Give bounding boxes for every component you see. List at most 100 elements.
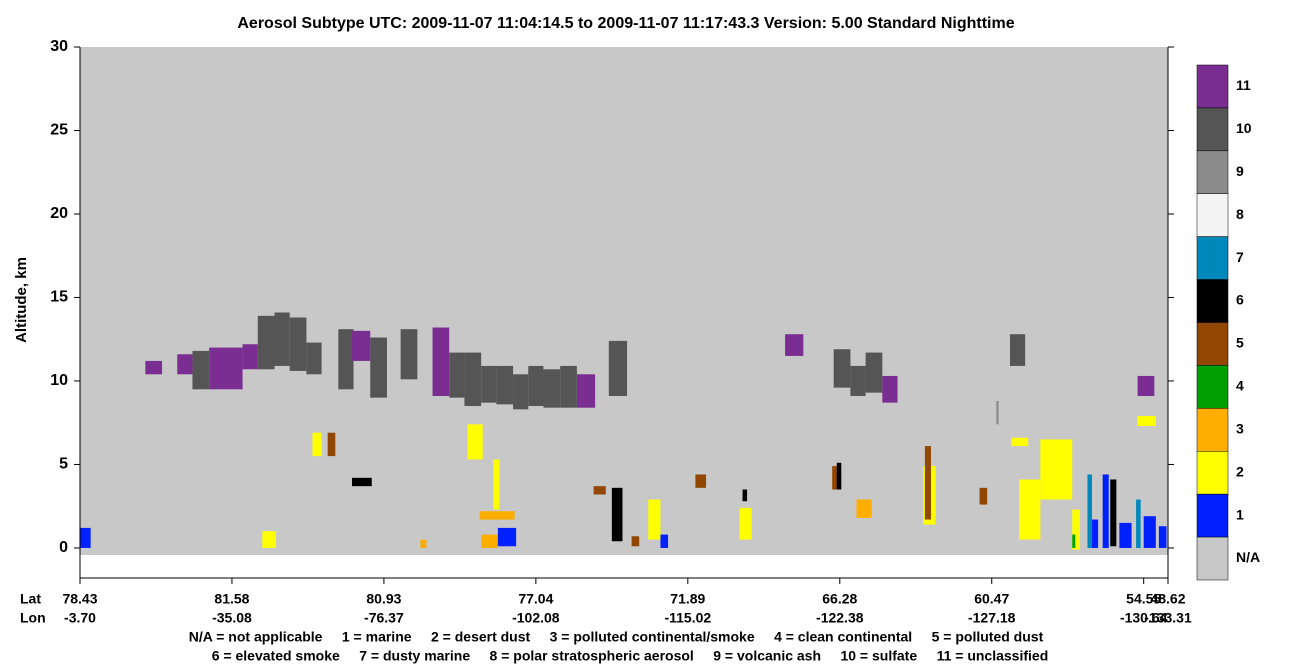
colorbar-label: 6: [1236, 292, 1244, 308]
aerosol-cell: [242, 344, 258, 370]
y-tick-label: 25: [50, 122, 68, 139]
colorbar-label: 2: [1236, 463, 1244, 479]
x-tick-lat: 54.55: [1126, 591, 1161, 607]
aerosol-cell: [1158, 526, 1167, 548]
colorbar-label: 11: [1236, 77, 1251, 93]
aerosol-cell: [996, 401, 999, 425]
colorbar-swatch: [1196, 150, 1229, 194]
aerosol-cell: [695, 474, 707, 488]
x-tick-lon: -115.02: [664, 610, 711, 626]
aerosol-cell: [1019, 479, 1041, 540]
aerosol-cell: [274, 312, 290, 366]
y-axis-label: Altitude, km: [13, 257, 30, 343]
aerosol-cell: [192, 350, 210, 390]
aerosol-cell: [1040, 439, 1073, 500]
aerosol-cell: [1110, 479, 1117, 547]
aerosol-cell: [882, 375, 898, 403]
lon-row-label: Lon: [20, 610, 46, 626]
aerosol-cell: [1088, 519, 1099, 548]
aerosol-cell: [576, 374, 596, 408]
aerosol-cell: [1137, 416, 1156, 427]
aerosol-cell: [467, 424, 483, 460]
colorbar-swatch: [1196, 236, 1229, 280]
aerosol-cell: [327, 432, 336, 457]
x-tick-lon: -130.64: [1120, 610, 1168, 626]
colorbar-label: 10: [1236, 120, 1252, 136]
x-tick-lon: -35.08: [212, 610, 252, 626]
x-tick-lon: -122.38: [816, 610, 864, 626]
x-tick-lon: -76.37: [364, 610, 404, 626]
aerosol-cell: [464, 352, 482, 407]
y-tick-label: 0: [59, 539, 68, 556]
aerosol-cell: [370, 337, 387, 398]
colorbar-label: 3: [1236, 420, 1244, 436]
x-tick-lat: 81.58: [214, 591, 249, 607]
aerosol-cell: [1072, 509, 1080, 550]
y-tick-label: 15: [50, 289, 68, 306]
x-tick-lat: 48.62: [1150, 591, 1185, 607]
y-tick-label: 5: [59, 456, 68, 473]
aerosol-cell: [209, 347, 243, 390]
colorbar-label: N/A: [1236, 549, 1260, 565]
aerosol-cell: [833, 349, 851, 388]
aerosol-cell: [289, 317, 307, 371]
aerosol-cell: [836, 462, 842, 490]
aerosol-cell: [1009, 334, 1026, 366]
colorbar-label: 5: [1236, 335, 1244, 351]
x-tick-lat: 66.28: [822, 591, 857, 607]
aerosol-cell: [1072, 534, 1076, 548]
aerosol-cell: [479, 511, 515, 520]
colorbar-swatch: [1196, 536, 1229, 581]
lat-row-label: Lat: [20, 591, 41, 607]
aerosol-cell: [497, 527, 517, 547]
aerosol-cell: [850, 365, 866, 396]
aerosol-cell: [306, 342, 322, 375]
aerosol-cell: [449, 352, 465, 398]
x-tick-lat: 80.93: [366, 591, 401, 607]
y-tick-label: 10: [50, 372, 68, 389]
aerosol-cell: [481, 365, 497, 403]
aerosol-cell: [420, 539, 427, 548]
aerosol-cell: [262, 531, 277, 548]
aerosol-cell: [513, 374, 529, 410]
aerosol-cell: [400, 329, 418, 380]
aerosol-cell: [1136, 499, 1141, 548]
colorbar-label: 7: [1236, 249, 1244, 265]
aerosol-cell: [1137, 375, 1155, 396]
colorbar-swatch: [1196, 493, 1229, 538]
aerosol-cell: [648, 499, 661, 540]
aerosol-cell: [865, 352, 883, 393]
colorbar-swatch: [1196, 279, 1229, 323]
colorbar-label: 4: [1236, 378, 1244, 394]
x-tick-lat: 78.43: [62, 591, 97, 607]
aerosol-cell: [924, 446, 931, 520]
colorbar-swatch: [1196, 408, 1229, 452]
colorbar-label: 1: [1236, 506, 1244, 522]
aerosol-cell: [560, 365, 577, 408]
aerosol-cell: [611, 487, 623, 542]
aerosol-cell: [338, 329, 354, 390]
aerosol-cell: [352, 477, 372, 487]
y-tick-label: 30: [50, 38, 68, 55]
x-tick-lat: 60.47: [974, 591, 1009, 607]
aerosol-cell: [145, 360, 163, 375]
chart-title: Aerosol Subtype UTC: 2009-11-07 11:04:14…: [237, 15, 1014, 32]
colorbar-swatch: [1196, 107, 1229, 152]
aerosol-cell: [785, 334, 804, 356]
x-tick-lat: 77.04: [518, 591, 553, 607]
aerosol-cell: [979, 487, 988, 505]
aerosol-cell: [177, 354, 193, 375]
colorbar-label: 8: [1236, 206, 1244, 222]
x-tick-lon: -102.08: [512, 610, 560, 626]
aerosol-cell: [543, 369, 561, 408]
colorbar-swatch: [1196, 365, 1229, 409]
aerosol-cell: [631, 536, 640, 547]
aerosol-cell: [1143, 516, 1156, 548]
background-na: [80, 47, 1168, 555]
aerosol-cell: [432, 327, 450, 396]
x-tick-lon: -3.70: [64, 610, 96, 626]
x-tick-lon: -133.31: [1144, 610, 1192, 626]
colorbar-label: 9: [1236, 163, 1244, 179]
colorbar-swatch: [1196, 322, 1229, 366]
